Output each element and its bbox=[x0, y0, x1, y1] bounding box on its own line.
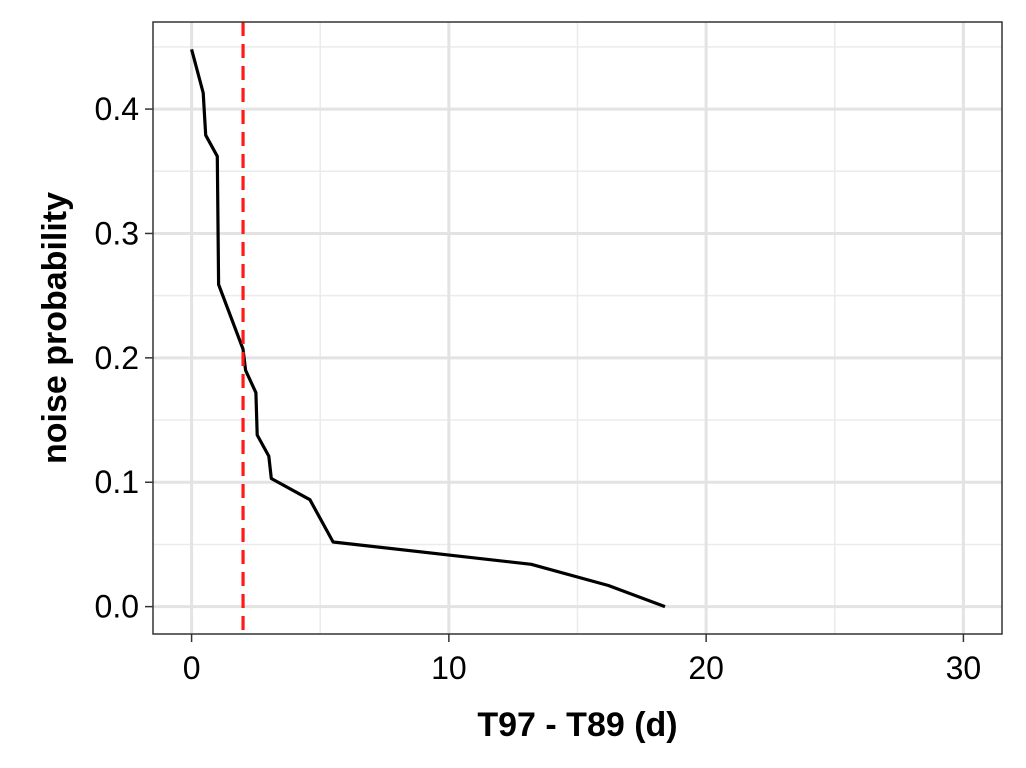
x-tick-label: 10 bbox=[431, 650, 467, 686]
plot-data bbox=[190, 22, 666, 634]
y-tick-label: 0.0 bbox=[95, 589, 139, 625]
y-tick-label: 0.3 bbox=[95, 215, 139, 251]
x-tick-label: 0 bbox=[183, 650, 201, 686]
x-tick-label: 20 bbox=[688, 650, 724, 686]
x-tick-label: 30 bbox=[946, 650, 982, 686]
x-axis-title: T97 - T89 (d) bbox=[477, 706, 677, 744]
grid bbox=[153, 22, 1002, 634]
y-tick-label: 0.2 bbox=[95, 340, 139, 376]
y-axis-title: noise probability bbox=[36, 192, 74, 464]
y-tick-label: 0.1 bbox=[95, 464, 139, 500]
axis-ticks: 0 10 20 30 0.0 0.1 0.2 0.3 0.4 bbox=[95, 91, 982, 686]
y-tick-label: 0.4 bbox=[95, 91, 139, 127]
series-line bbox=[190, 48, 666, 609]
panel-border bbox=[152, 21, 1003, 635]
